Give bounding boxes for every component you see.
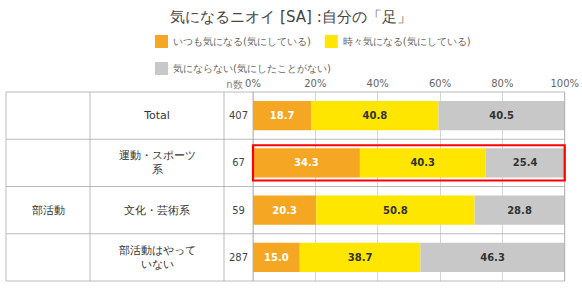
svg-text:40.3: 40.3 (410, 157, 435, 168)
svg-text:60%: 60% (429, 78, 451, 89)
svg-text:15.0: 15.0 (264, 252, 289, 263)
svg-text:40.8: 40.8 (363, 110, 388, 121)
svg-text:40%: 40% (367, 78, 389, 89)
svg-text:59: 59 (232, 205, 245, 216)
svg-text:0%: 0% (245, 78, 261, 89)
svg-text:時々気になる(気にしている): 時々気になる(気にしている) (343, 36, 471, 47)
svg-text:50.8: 50.8 (383, 205, 408, 216)
svg-text:n数: n数 (226, 79, 242, 90)
svg-text:いない: いない (141, 258, 174, 271)
svg-text:系: 系 (152, 163, 163, 176)
svg-text:67: 67 (232, 157, 245, 168)
svg-text:46.3: 46.3 (480, 252, 505, 263)
svg-text:部活動はやって: 部活動はやって (119, 244, 196, 257)
svg-text:80%: 80% (491, 78, 513, 89)
svg-text:407: 407 (229, 110, 248, 121)
svg-text:20.3: 20.3 (272, 205, 297, 216)
svg-text:18.7: 18.7 (270, 110, 295, 121)
svg-text:100%: 100% (550, 78, 579, 89)
svg-text:40.5: 40.5 (489, 110, 514, 121)
svg-text:38.7: 38.7 (348, 252, 373, 263)
svg-text:運動・スポーツ: 運動・スポーツ (119, 149, 196, 162)
svg-text:いつも気になる(気にしている): いつも気になる(気にしている) (173, 36, 311, 47)
svg-text:25.4: 25.4 (513, 157, 538, 168)
svg-text:Total: Total (143, 109, 170, 122)
svg-text:28.8: 28.8 (507, 205, 532, 216)
svg-text:20%: 20% (304, 78, 326, 89)
svg-text:部活動: 部活動 (32, 204, 65, 217)
svg-text:287: 287 (229, 252, 248, 263)
svg-text:気にならない(気にしたことがない): 気にならない(気にしたことがない) (173, 63, 331, 74)
svg-text:文化・芸術系: 文化・芸術系 (124, 204, 190, 217)
svg-text:気になるニオイ [SA] :自分の「足」: 気になるニオイ [SA] :自分の「足」 (170, 8, 411, 26)
svg-text:34.3: 34.3 (294, 157, 319, 168)
